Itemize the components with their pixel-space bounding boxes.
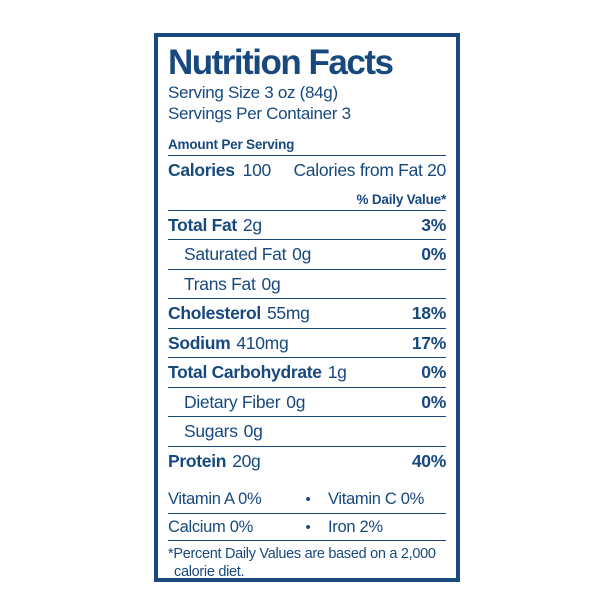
nutrient-daily-value: 0% [421, 362, 446, 383]
calcium-value: Calcium 0% [168, 517, 254, 536]
nutrient-row-dietary-fiber: Dietary Fiber 0g 0% [168, 388, 446, 418]
nutrient-amount: 410mg [236, 332, 289, 353]
nutrient-amount: 0g [292, 244, 312, 265]
nutrient-row-cholesterol: Cholesterol 55mg 18% [168, 299, 446, 329]
iron-value: Iron 2% [328, 517, 383, 536]
nutrient-row-total-fat: Total Fat 2g 3% [168, 211, 446, 241]
nutrient-row-sugars: Sugars 0g [168, 417, 446, 447]
nutrient-daily-value: 40% [411, 450, 446, 471]
daily-value-header: % Daily Value* [168, 190, 446, 211]
nutrient-amount: 1g [327, 362, 347, 383]
nutrient-row-saturated-fat: Saturated Fat 0g 0% [168, 240, 446, 270]
nutrient-row-sodium: Sodium 410mg 17% [168, 329, 446, 359]
nutrient-amount: 0g [261, 273, 281, 294]
servings-per-container: Servings Per Container 3 [168, 103, 351, 123]
nutrient-amount: 2g [242, 214, 262, 235]
nutrient-amount: 0g [286, 391, 306, 412]
nutrient-name: Trans Fat [184, 273, 256, 294]
nutrient-amount: 20g [232, 450, 261, 471]
nutrient-row-trans-fat: Trans Fat 0g [168, 270, 446, 300]
bullet-separator: • [305, 491, 311, 509]
micronutrient-row-vitamins: Vitamin A 0% • Vitamin C 0% [168, 486, 446, 514]
nutrient-amount: 55mg [266, 303, 310, 324]
footnote-line-1: *Percent Daily Values are based on a 2,0… [168, 546, 436, 563]
vitamin-c-value: Vitamin C 0% [328, 490, 425, 509]
nutrient-name: Sugars [184, 421, 238, 442]
nutrient-row-protein: Protein 20g 40% [168, 447, 446, 476]
nutrition-facts-label: Nutrition Facts Serving Size 3 oz (84g) … [154, 33, 460, 582]
nutrient-name: Total Fat [168, 214, 237, 235]
nutrient-name: Protein [168, 450, 227, 471]
footnote: *Percent Daily Values are based on a 2,0… [168, 541, 446, 581]
nutrient-row-total-carbohydrate: Total Carbohydrate 1g 0% [168, 358, 446, 388]
nutrient-name: Cholesterol [168, 303, 261, 324]
amount-per-serving-label: Amount Per Serving [168, 135, 446, 156]
nutrient-daily-value: 3% [421, 214, 446, 235]
label-title: Nutrition Facts [168, 43, 394, 82]
serving-size: Serving Size 3 oz (84g) [168, 82, 338, 102]
nutrient-daily-value: 0% [421, 391, 446, 412]
calories-value: 100 [242, 159, 272, 180]
nutrient-name: Sodium [168, 332, 231, 353]
bullet-separator: • [305, 518, 311, 536]
micronutrient-row-minerals: Calcium 0% • Iron 2% [168, 514, 446, 542]
nutrient-name: Dietary Fiber [184, 391, 281, 412]
nutrient-amount: 0g [243, 421, 263, 442]
nutrient-daily-value: 0% [421, 244, 446, 265]
vitamin-a-value: Vitamin A 0% [168, 490, 262, 509]
nutrient-name: Total Carbohydrate [168, 362, 322, 383]
calories-label: Calories [168, 159, 235, 180]
nutrient-daily-value: 17% [411, 332, 446, 353]
nutrient-daily-value: 18% [411, 303, 446, 324]
footnote-line-2: calorie diet. [174, 564, 245, 581]
nutrient-name: Saturated Fat [184, 244, 287, 265]
calories-from-fat: Calories from Fat 20 [293, 159, 446, 180]
calories-row: Calories 100 Calories from Fat 20 [168, 156, 446, 184]
